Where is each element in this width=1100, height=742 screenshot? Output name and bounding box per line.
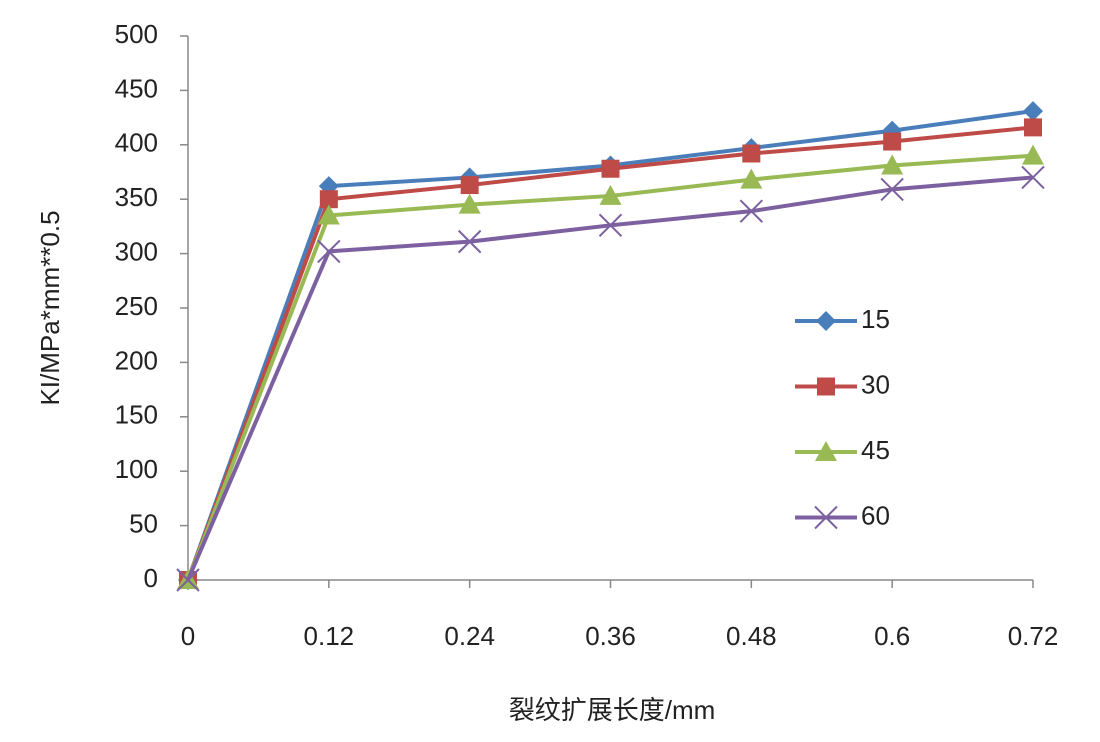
x-tick-label: 0.24	[444, 621, 495, 651]
x-axis-title: 裂纹扩展长度/mm	[509, 695, 716, 725]
x-tick-label: 0.72	[1008, 621, 1059, 651]
legend-marker	[815, 441, 837, 461]
y-tick-label: 150	[115, 400, 158, 430]
marker	[317, 204, 340, 225]
legend-label: 45	[861, 435, 890, 465]
marker	[881, 154, 904, 175]
marker	[599, 184, 622, 205]
y-tick-label: 450	[115, 73, 158, 103]
y-axis-title: KI/MPa*mm**0.5	[35, 210, 65, 405]
marker	[598, 213, 623, 238]
marker	[1024, 118, 1042, 137]
marker	[176, 568, 200, 592]
marker	[742, 144, 761, 163]
legend-marker	[816, 311, 836, 331]
marker	[1022, 144, 1044, 165]
legend-label: 60	[861, 500, 890, 530]
legend-marker	[817, 377, 835, 396]
marker	[460, 176, 479, 195]
y-tick-label: 100	[115, 454, 158, 484]
x-tick-label: 0.12	[304, 621, 355, 651]
y-tick-label: 400	[115, 128, 158, 158]
marker	[739, 199, 764, 223]
y-tick-label: 350	[115, 182, 158, 212]
x-tick-label: 0.36	[585, 621, 636, 651]
marker	[457, 229, 482, 254]
marker	[1021, 165, 1045, 190]
x-tick-label: 0.6	[874, 621, 910, 651]
marker	[458, 193, 481, 214]
series-line	[186, 153, 1034, 581]
y-tick-label: 250	[115, 291, 158, 321]
x-tick-label: 0.48	[726, 621, 777, 651]
marker	[883, 132, 902, 151]
legend-label: 15	[861, 304, 890, 334]
marker	[319, 190, 338, 209]
legend-marker	[814, 505, 838, 530]
marker	[1023, 101, 1043, 122]
marker	[317, 239, 341, 264]
y-tick-label: 0	[144, 563, 158, 593]
y-tick-label: 50	[129, 508, 158, 538]
series-line	[186, 109, 1034, 581]
y-tick-label: 200	[115, 345, 158, 375]
marker	[601, 159, 620, 178]
y-tick-label: 300	[115, 236, 158, 266]
legend-label: 30	[861, 369, 890, 399]
x-tick-label: 0	[181, 621, 195, 651]
marker	[880, 177, 904, 202]
y-tick-label: 500	[115, 19, 158, 49]
marker	[740, 168, 763, 189]
